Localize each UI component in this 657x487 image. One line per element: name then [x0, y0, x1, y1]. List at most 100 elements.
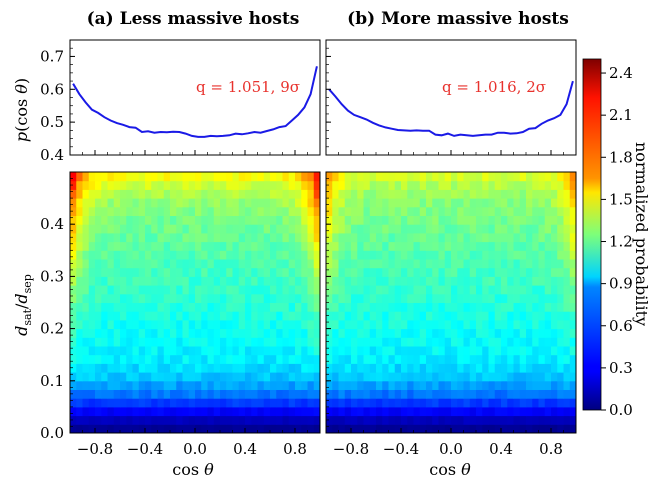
heatmap-cell	[313, 389, 321, 399]
heatmap-cell	[163, 398, 171, 408]
heatmap-cell	[388, 328, 396, 338]
heatmap-cell	[426, 380, 433, 390]
heatmap-cell	[313, 363, 321, 373]
heatmap-cell	[551, 215, 558, 225]
heatmap-cell	[226, 406, 233, 417]
heatmap-cell	[76, 224, 83, 234]
heatmap-cell	[351, 232, 358, 243]
heatmap-cell	[163, 302, 171, 312]
heatmap-cell	[257, 206, 265, 216]
heatmap-cell	[313, 424, 321, 434]
heatmap-cell	[407, 406, 414, 417]
heatmap-cell	[176, 302, 183, 312]
heatmap-cell	[295, 354, 302, 364]
heatmap-cell	[170, 363, 177, 373]
heatmap-cell	[195, 380, 202, 390]
heatmap-cell	[388, 285, 396, 295]
heatmap-cell	[544, 198, 552, 208]
heatmap-cell	[251, 224, 258, 234]
heatmap-cell	[388, 180, 396, 190]
heatmap-cell	[70, 259, 77, 269]
series-line	[328, 80, 574, 137]
heatmap-cell	[501, 406, 508, 417]
heatmap-cell	[232, 302, 240, 312]
heatmap-cell	[220, 337, 227, 347]
heatmap-cell	[151, 293, 158, 303]
heatmap-cell	[107, 311, 115, 321]
heatmap-cell	[245, 198, 252, 208]
heatmap-cell	[482, 250, 489, 260]
heatmap-cell	[551, 319, 558, 330]
heatmap-cell	[188, 337, 196, 347]
heatmap-cell	[407, 267, 414, 277]
heatmap-cell	[501, 302, 508, 312]
heatmap-cell	[145, 302, 152, 312]
heatmap-cell	[157, 180, 165, 190]
heatmap-cell	[538, 424, 546, 434]
heatmap-cell	[163, 172, 171, 182]
heatmap-cell	[444, 389, 452, 399]
heatmap-cell	[338, 276, 346, 286]
heatmap-cell	[182, 267, 190, 277]
heatmap-cell	[120, 354, 127, 364]
heatmap-cell	[444, 337, 452, 347]
heatmap-cell	[207, 337, 215, 347]
heatmap-cell	[388, 311, 396, 321]
heatmap-cell	[245, 224, 252, 234]
xtick-label: 0.0	[183, 440, 207, 458]
heatmap-cell	[469, 285, 477, 295]
heatmap-cell	[88, 372, 96, 382]
heatmap-cell	[232, 276, 240, 286]
heatmap-cell	[220, 259, 227, 269]
heatmap-cell	[232, 311, 240, 321]
heatmap-cell	[207, 259, 215, 269]
heatmap-cell	[76, 302, 83, 312]
heatmap-cell	[476, 285, 483, 295]
heatmap-cell	[501, 398, 508, 408]
heatmap-cell	[307, 250, 315, 260]
heatmap-cell	[107, 389, 115, 399]
heatmap-cell	[338, 398, 346, 408]
heatmap-cell	[394, 172, 402, 182]
heatmap-cell	[544, 259, 552, 269]
heatmap-cell	[563, 215, 571, 225]
heatmap-cell	[426, 224, 433, 234]
heatmap-cell	[263, 424, 271, 434]
heatmap-cell	[151, 372, 158, 382]
heatmap-cell	[295, 198, 302, 208]
heatmap-cell	[188, 215, 196, 225]
heatmap-cell	[563, 302, 571, 312]
heatmap-cell	[519, 311, 527, 321]
heatmap-cell	[376, 363, 383, 373]
heatmap-cell	[107, 372, 115, 382]
heatmap-cell	[407, 337, 414, 347]
heatmap-cell	[76, 363, 83, 373]
heatmap-cell	[201, 180, 208, 190]
heatmap-cell	[82, 346, 90, 356]
heatmap-cell	[232, 259, 240, 269]
heatmap-cell	[544, 354, 552, 364]
heatmap-cell	[438, 241, 446, 251]
heatmap-cell	[338, 285, 346, 295]
heatmap-cell	[220, 398, 227, 408]
heatmap-cell	[132, 172, 140, 182]
heatmap-cell	[407, 372, 414, 382]
heatmap-cell	[245, 406, 252, 417]
heatmap-cell	[113, 424, 121, 434]
heatmap-cell	[126, 180, 133, 190]
heatmap-cell	[257, 198, 265, 208]
heatmap-cell	[513, 354, 521, 364]
heatmap-cell	[569, 198, 577, 208]
heatmap-cell	[469, 363, 477, 373]
heatmap-cell	[201, 206, 208, 216]
heatmap-cell	[101, 215, 108, 225]
heatmap-cell	[557, 241, 564, 251]
heatmap-cell	[263, 285, 271, 295]
top-ylabel: p(cos θ)	[12, 78, 31, 142]
heatmap-cell	[469, 224, 477, 234]
heatmap-cell	[413, 206, 421, 216]
heatmap-cell	[463, 328, 471, 338]
heatmap-cell	[276, 415, 283, 425]
heatmap-cell	[213, 232, 221, 243]
heatmap-cell	[157, 206, 165, 216]
